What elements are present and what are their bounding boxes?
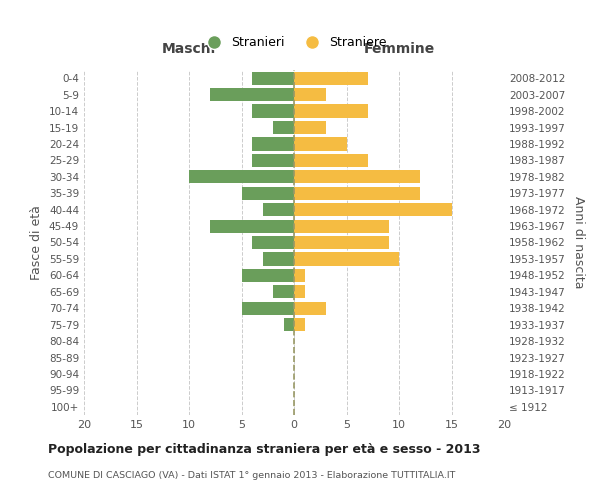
Y-axis label: Anni di nascita: Anni di nascita — [572, 196, 585, 289]
Y-axis label: Fasce di età: Fasce di età — [31, 205, 43, 280]
Bar — [263, 203, 294, 216]
Bar — [294, 236, 389, 249]
Bar — [294, 269, 305, 282]
Bar — [252, 138, 294, 150]
Bar — [294, 138, 347, 150]
Bar — [241, 186, 294, 200]
Bar — [252, 72, 294, 85]
Bar — [189, 170, 294, 183]
Bar — [241, 269, 294, 282]
Text: Maschi: Maschi — [162, 42, 216, 56]
Bar — [294, 302, 325, 315]
Bar — [294, 186, 420, 200]
Bar — [294, 285, 305, 298]
Bar — [294, 72, 367, 85]
Bar — [294, 121, 325, 134]
Bar — [294, 154, 367, 167]
Text: COMUNE DI CASCIAGO (VA) - Dati ISTAT 1° gennaio 2013 - Elaborazione TUTTITALIA.I: COMUNE DI CASCIAGO (VA) - Dati ISTAT 1° … — [48, 471, 455, 480]
Bar — [263, 252, 294, 266]
Text: Popolazione per cittadinanza straniera per età e sesso - 2013: Popolazione per cittadinanza straniera p… — [48, 442, 481, 456]
Bar — [284, 318, 294, 331]
Bar — [294, 104, 367, 118]
Bar — [210, 220, 294, 232]
Bar — [294, 88, 325, 101]
Bar — [294, 220, 389, 232]
Legend: Stranieri, Straniere: Stranieri, Straniere — [196, 32, 392, 54]
Bar — [294, 170, 420, 183]
Bar — [210, 88, 294, 101]
Text: Femmine: Femmine — [364, 42, 434, 56]
Bar — [273, 121, 294, 134]
Bar — [252, 104, 294, 118]
Bar — [252, 236, 294, 249]
Bar — [294, 318, 305, 331]
Bar — [241, 302, 294, 315]
Bar — [294, 252, 399, 266]
Bar — [252, 154, 294, 167]
Bar — [273, 285, 294, 298]
Bar — [294, 203, 452, 216]
